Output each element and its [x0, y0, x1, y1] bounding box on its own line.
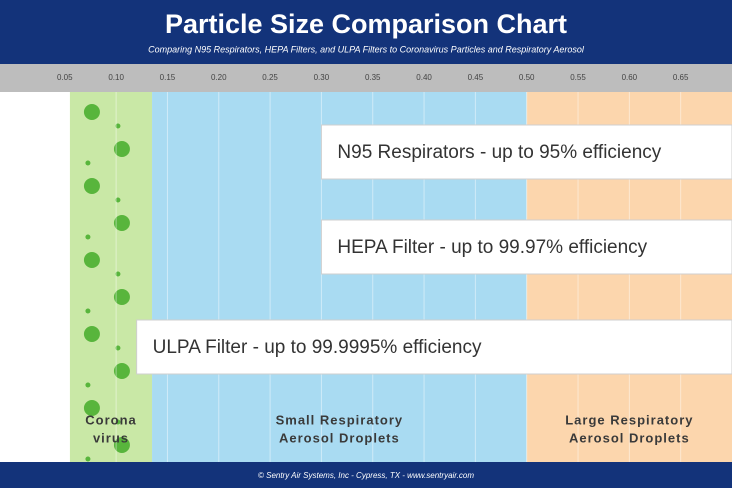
- band-label: Aerosol Droplets: [569, 430, 690, 445]
- subtitle: Comparing N95 Respirators, HEPA Filters,…: [148, 44, 585, 54]
- x-tick-label: 0.50: [519, 73, 535, 82]
- x-tick-label: 0.65: [673, 73, 689, 82]
- virus-icon: [84, 104, 100, 120]
- x-tick-label: 0.25: [262, 73, 278, 82]
- virus-dot: [85, 309, 90, 314]
- x-tick-label: 0.55: [570, 73, 586, 82]
- footer: © Sentry Air Systems, Inc - Cypress, TX …: [258, 471, 474, 480]
- x-tick-label: 0.15: [160, 73, 176, 82]
- virus-dot: [85, 161, 90, 166]
- x-tick-label: 0.45: [468, 73, 484, 82]
- page: {"chart_data": { "type": "range", "title…: [0, 0, 732, 493]
- band: [70, 92, 152, 462]
- virus-dot: [85, 383, 90, 388]
- x-tick-label: 0.05: [57, 73, 73, 82]
- virus-icon: [84, 326, 100, 342]
- x-tick-label: 0.60: [622, 73, 638, 82]
- virus-dot: [85, 235, 90, 240]
- band-label: Corona: [85, 412, 137, 427]
- x-tick-label: 0.10: [108, 73, 124, 82]
- band-label: virus: [93, 430, 129, 445]
- chart: Particle Size Comparison Chart Comparing…: [0, 0, 732, 488]
- plot-area: 0.05 0.10 0.15 0.20 0.25 0.30 0.35 0.40 0.45 0.50…: [57, 73, 732, 462]
- band-label: Small Respiratory: [276, 412, 404, 427]
- x-tick-label: 0.40: [416, 73, 432, 82]
- filter-label: N95 Respirators - up to 95% efficiency: [337, 142, 661, 163]
- virus-icon: [84, 178, 100, 194]
- band-label: Large Respiratory: [565, 412, 693, 427]
- x-tick-label: 0.20: [211, 73, 227, 82]
- filter-label: HEPA Filter - up to 99.97% efficiency: [337, 237, 647, 258]
- virus-dot: [85, 457, 90, 462]
- title: Particle Size Comparison Chart: [165, 9, 567, 39]
- x-tick-label: 0.30: [314, 73, 330, 82]
- filter-label: ULPA Filter - up to 99.9995% efficiency: [153, 337, 482, 358]
- x-tick-label: 0.35: [365, 73, 381, 82]
- band-label: Aerosol Droplets: [279, 430, 400, 445]
- virus-icon: [84, 252, 100, 268]
